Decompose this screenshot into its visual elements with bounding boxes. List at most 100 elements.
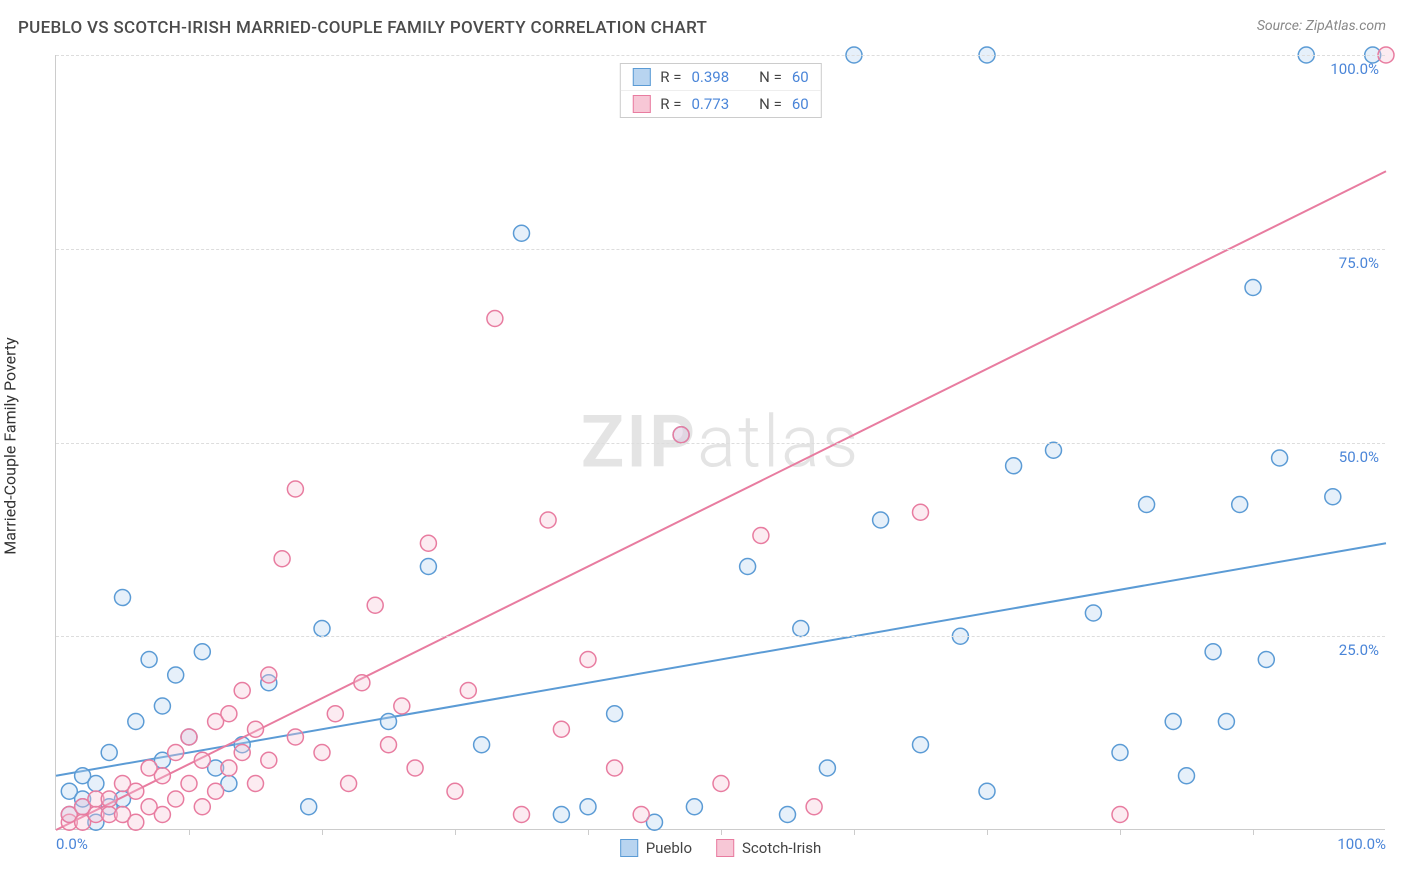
trend-line: [56, 543, 1386, 776]
data-point: [248, 721, 264, 737]
x-tick-label-right: 100.0%: [1337, 835, 1386, 853]
data-point: [1085, 605, 1101, 621]
data-point: [740, 559, 756, 575]
data-point: [1272, 450, 1288, 466]
data-point: [208, 783, 224, 799]
data-point: [128, 714, 144, 730]
data-point: [194, 644, 210, 660]
data-point: [753, 528, 769, 544]
data-point: [301, 799, 317, 815]
data-point: [101, 745, 117, 761]
data-point: [181, 776, 197, 792]
y-tick-label: 75.0%: [1339, 254, 1379, 272]
data-point: [194, 799, 210, 815]
data-point: [1179, 768, 1195, 784]
data-point: [407, 760, 423, 776]
legend-row: R =0.398N =60: [620, 64, 820, 90]
data-point: [141, 652, 157, 668]
legend-item: Pueblo: [620, 839, 692, 857]
data-point: [686, 799, 702, 815]
data-point: [1258, 652, 1274, 668]
data-point: [1165, 714, 1181, 730]
data-point: [194, 752, 210, 768]
data-point: [540, 512, 556, 528]
data-point: [341, 776, 357, 792]
data-point: [154, 698, 170, 714]
data-point: [128, 783, 144, 799]
data-point: [580, 652, 596, 668]
legend-row: R =0.773N =60: [620, 90, 820, 117]
grid-line: [56, 55, 1385, 56]
data-point: [287, 481, 303, 497]
stat-label: R =: [660, 95, 681, 113]
data-point: [873, 512, 889, 528]
correlation-legend: R =0.398N =60R =0.773N =60: [619, 63, 821, 118]
data-point: [420, 535, 436, 551]
data-point: [154, 807, 170, 823]
legend-label: Scotch-Irish: [742, 839, 821, 857]
data-point: [1232, 497, 1248, 513]
data-point: [1112, 745, 1128, 761]
data-point: [168, 745, 184, 761]
grid-line: [56, 249, 1385, 250]
data-point: [168, 667, 184, 683]
x-tick: [455, 829, 456, 835]
data-point: [1046, 442, 1062, 458]
data-point: [381, 714, 397, 730]
data-point: [1112, 807, 1128, 823]
legend-swatch: [632, 95, 650, 113]
x-tick: [1120, 829, 1121, 835]
data-point: [367, 597, 383, 613]
data-point: [128, 814, 144, 830]
data-point: [1205, 644, 1221, 660]
grid-line: [56, 636, 1385, 637]
plot-area: ZIPatlas R =0.398N =60R =0.773N =60 Pueb…: [55, 55, 1385, 830]
x-tick: [588, 829, 589, 835]
data-point: [234, 745, 250, 761]
legend-swatch: [632, 68, 650, 86]
n-value: 60: [792, 95, 809, 113]
data-point: [287, 729, 303, 745]
x-tick: [189, 829, 190, 835]
data-point: [913, 737, 929, 753]
chart-header: PUEBLO VS SCOTCH-IRISH MARRIED-COUPLE FA…: [18, 18, 1386, 38]
data-point: [607, 706, 623, 722]
data-point: [381, 737, 397, 753]
data-point: [1245, 280, 1261, 296]
data-point: [88, 776, 104, 792]
chart-source: Source: ZipAtlas.com: [1257, 18, 1386, 34]
data-point: [234, 683, 250, 699]
data-point: [460, 683, 476, 699]
legend-swatch: [620, 839, 638, 857]
x-tick: [721, 829, 722, 835]
data-point: [780, 807, 796, 823]
x-tick: [322, 829, 323, 835]
data-point: [314, 745, 330, 761]
grid-line: [56, 443, 1385, 444]
data-point: [314, 621, 330, 637]
legend-swatch: [716, 839, 734, 857]
data-point: [154, 768, 170, 784]
data-point: [354, 675, 370, 691]
x-tick: [854, 829, 855, 835]
data-point: [115, 590, 131, 606]
data-point: [913, 504, 929, 520]
data-point: [221, 760, 237, 776]
y-tick-label: 50.0%: [1339, 448, 1379, 466]
data-point: [221, 706, 237, 722]
chart-title: PUEBLO VS SCOTCH-IRISH MARRIED-COUPLE FA…: [18, 18, 707, 38]
y-tick-label: 100.0%: [1330, 60, 1379, 78]
x-tick-label-left: 0.0%: [56, 835, 88, 853]
stat-label: N =: [759, 95, 782, 113]
data-point: [553, 721, 569, 737]
data-point: [474, 737, 490, 753]
data-point: [168, 791, 184, 807]
y-tick-label: 25.0%: [1339, 641, 1379, 659]
data-point: [580, 799, 596, 815]
stat-label: R =: [660, 68, 681, 86]
data-point: [487, 311, 503, 327]
data-point: [979, 783, 995, 799]
data-point: [394, 698, 410, 714]
data-point: [327, 706, 343, 722]
data-point: [713, 776, 729, 792]
